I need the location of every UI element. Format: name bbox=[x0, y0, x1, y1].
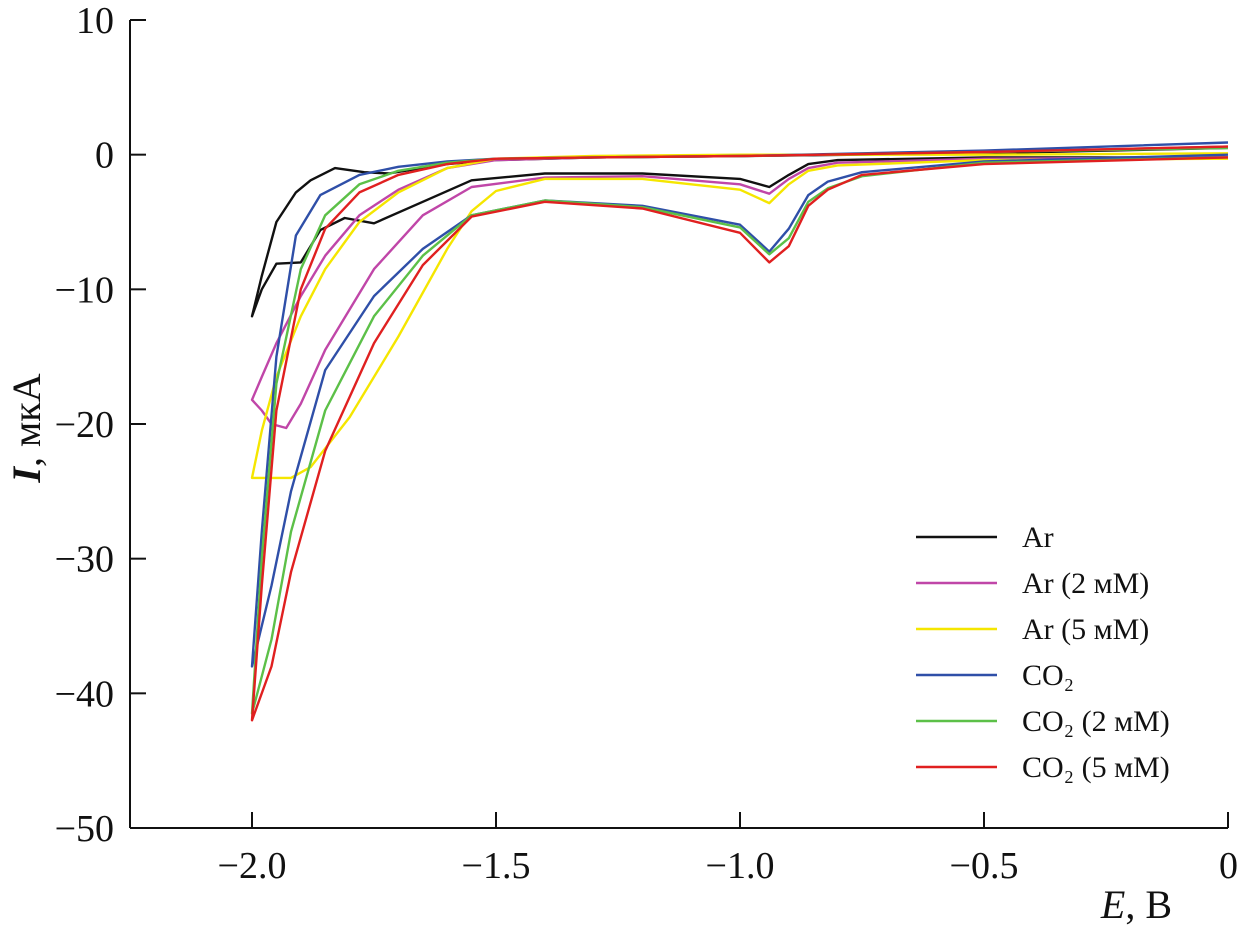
legend-label: Ar (5 мМ) bbox=[1022, 613, 1149, 646]
y-tick-label: −10 bbox=[55, 269, 114, 311]
y-tick-label: 10 bbox=[76, 0, 114, 42]
y-axis-symbol: I bbox=[4, 466, 49, 484]
legend-label: Ar (2 мМ) bbox=[1022, 567, 1149, 600]
x-tick-label: −1.5 bbox=[462, 845, 531, 887]
series-line bbox=[250, 152, 1229, 480]
legend-label: CO₂ (5 мМ) bbox=[1022, 751, 1170, 784]
x-tick-label: −2.0 bbox=[218, 845, 287, 887]
y-tick-label: −20 bbox=[55, 404, 114, 446]
x-tick-label: 0 bbox=[1219, 845, 1238, 887]
legend: Ar Ar (2 мМ) Ar (5 мМ) CO₂ CO₂ (2 мМ) CO₂ (5 … bbox=[916, 521, 1170, 784]
y-tick-label: 0 bbox=[95, 135, 114, 177]
axes: 10 0 −10 −20 −30 −40 −50 −2.0 −1.5 −1.0 −0.5 0 bbox=[55, 0, 1238, 887]
x-tick-label: −0.5 bbox=[950, 845, 1019, 887]
x-axis-symbol: E bbox=[1100, 882, 1125, 927]
y-axis-ticks: 10 0 −10 −20 −30 −40 −50 bbox=[55, 0, 146, 850]
x-axis-unit: , В bbox=[1125, 882, 1172, 927]
legend-label: Ar bbox=[1022, 521, 1054, 554]
series-line bbox=[250, 145, 1229, 722]
x-axis-ticks: −2.0 −1.5 −1.0 −0.5 0 bbox=[218, 812, 1238, 887]
y-tick-label: −30 bbox=[55, 539, 114, 581]
y-axis-unit: , мкА bbox=[4, 373, 49, 467]
legend-label: CO₂ bbox=[1022, 659, 1074, 692]
series-curves bbox=[250, 141, 1229, 722]
x-axis-title: E, В bbox=[1100, 882, 1172, 927]
y-axis-title: I, мкА bbox=[4, 373, 49, 483]
x-tick-label: −1.0 bbox=[706, 845, 775, 887]
legend-label: CO₂ (2 мМ) bbox=[1022, 705, 1170, 738]
y-tick-label: −50 bbox=[55, 808, 114, 850]
y-tick-label: −40 bbox=[55, 673, 114, 715]
